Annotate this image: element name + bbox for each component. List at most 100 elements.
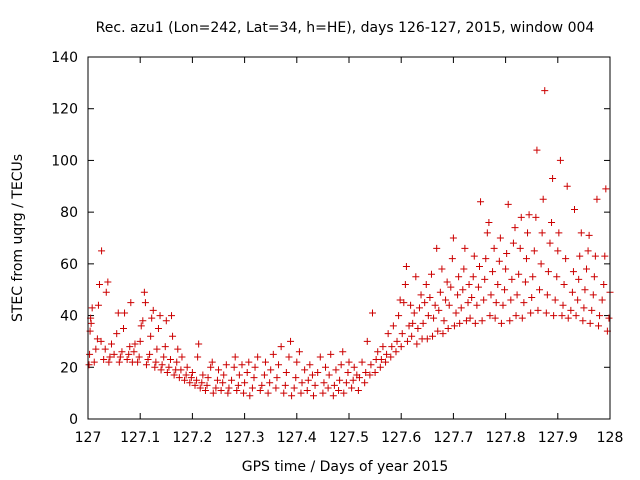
x-tick-label: 127.1 [120,430,160,446]
data-point [410,309,418,317]
data-point [507,296,515,304]
data-point [196,384,204,392]
data-point [125,350,133,358]
data-point [156,312,164,320]
data-point [116,353,124,361]
data-point [231,353,239,361]
data-point [516,244,524,252]
data-point [481,275,489,283]
data-point [233,387,241,395]
data-point [142,361,150,369]
data-point [388,343,396,351]
data-point [490,244,498,252]
y-tick-label: 60 [60,257,78,273]
data-point [101,345,109,353]
data-point [220,371,228,379]
data-point [459,286,467,294]
data-point [417,291,425,299]
data-point [368,309,376,317]
x-axis-label: GPS time / Days of year 2015 [242,459,449,475]
data-point [340,389,348,397]
data-point [94,301,102,309]
data-point [345,358,353,366]
data-point [182,371,190,379]
data-point [558,312,566,320]
x-tick-label: 127.9 [538,430,578,446]
data-point [311,381,319,389]
data-point [554,247,562,255]
data-point [503,250,511,258]
data-point [568,288,576,296]
data-point [389,322,397,330]
data-point [188,368,196,376]
data-point [324,384,332,392]
data-point [222,361,230,369]
data-point [203,381,211,389]
data-point [376,363,384,371]
data-point [477,198,485,206]
data-point [281,381,289,389]
data-point [403,337,411,345]
data-point [95,281,103,289]
data-point [146,350,154,358]
data-point [88,304,96,312]
data-point [157,366,165,374]
data-point [529,273,537,281]
data-point [212,384,220,392]
data-point [580,304,588,312]
data-point [518,314,526,322]
data-point [421,299,429,307]
data-point [243,368,251,376]
data-point [544,268,552,276]
data-point [434,327,442,335]
data-point [414,325,422,332]
data-point [448,255,456,263]
data-point [87,319,95,327]
data-point [564,314,572,322]
data-point [337,361,345,369]
data-point [251,363,259,371]
data-point [401,281,409,289]
data-point [151,363,159,371]
data-point [130,348,138,356]
data-point [325,371,333,379]
data-point [306,361,314,369]
data-point [277,343,285,351]
data-point [261,358,269,366]
data-point [374,348,382,356]
data-point [367,361,375,369]
data-point [497,319,505,327]
data-point [509,239,517,247]
data-point [452,309,460,317]
data-point [530,247,538,255]
data-point [469,273,477,281]
data-point [215,366,222,374]
data-point [187,374,195,382]
data-point [168,312,176,320]
data-point [160,353,168,361]
data-point [92,345,100,353]
data-point [348,384,356,392]
data-point [485,218,493,226]
data-point [407,301,415,309]
data-point [461,244,469,252]
data-point [560,281,568,289]
data-point [258,381,266,389]
data-point [213,376,221,384]
data-point [571,206,579,214]
data-point [217,387,225,395]
data-point [584,247,592,255]
data-point [85,361,93,369]
data-point [579,317,587,325]
y-tick-label: 140 [51,50,78,66]
data-point [419,319,427,327]
data-point [240,389,248,397]
data-point [97,337,105,345]
data-point [596,312,604,320]
data-point [371,368,379,376]
data-point [455,273,463,281]
data-point [440,317,448,325]
data-point [254,353,262,361]
data-point [136,337,144,345]
data-point [563,182,571,190]
